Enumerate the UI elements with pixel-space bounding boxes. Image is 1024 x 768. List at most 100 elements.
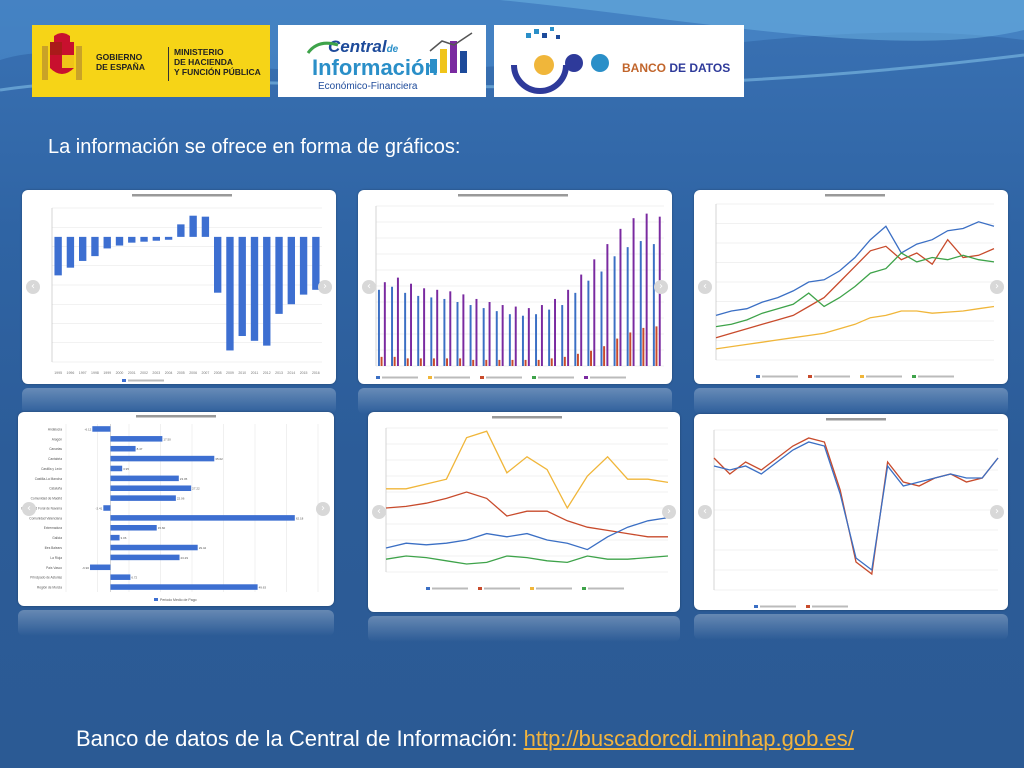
bar [391, 286, 394, 366]
bar [619, 228, 622, 366]
tick-label: 2001 [128, 371, 136, 375]
data-label: 23.29 [181, 556, 189, 560]
bar [495, 311, 498, 366]
legend-label [486, 376, 522, 379]
bar [177, 224, 185, 237]
chart-panel-4[interactable]: Andalucía -6.12 Aragón 17.50 Canarias 8.47 Can… [18, 412, 334, 606]
prev-chart-button[interactable]: ‹ [698, 505, 712, 519]
bar [616, 338, 619, 366]
bar [508, 314, 511, 366]
chart-panel-6[interactable]: ‹ › [694, 414, 1008, 610]
bar [514, 306, 517, 366]
prev-chart-button[interactable]: ‹ [22, 502, 36, 516]
data-label: 29.42 [199, 546, 207, 550]
bar [446, 358, 448, 366]
legend-swatch [122, 379, 126, 382]
series-line [713, 441, 999, 572]
bar [475, 298, 478, 366]
tick-label: 2004 [165, 371, 173, 375]
category-label: Región de Murcia [37, 586, 62, 590]
legend-swatch [808, 375, 812, 378]
category-label: Galicia [52, 536, 62, 540]
next-chart-button[interactable]: › [990, 505, 1004, 519]
chart-title [458, 194, 568, 197]
prev-chart-button[interactable]: ‹ [362, 280, 376, 294]
series-line [715, 305, 995, 350]
bar [90, 564, 111, 571]
gobierno-line2: DE ESPAÑA [96, 62, 145, 72]
chart-panel-1[interactable]: 1995 1996 1997 1998 1999 2000 2001 2002 2003 2004… [22, 190, 336, 384]
legend-swatch [584, 376, 588, 379]
legend-swatch [860, 375, 864, 378]
bar [430, 297, 433, 366]
category-label: Cataluña [49, 487, 62, 491]
tick-label: 2009 [226, 371, 234, 375]
series-line [715, 238, 995, 339]
next-chart-button[interactable]: › [662, 505, 676, 519]
bar [110, 465, 123, 472]
legend-label [434, 376, 470, 379]
chart-debt-bars [375, 194, 664, 379]
banco-datos-link[interactable]: http://buscadorcdi.minhap.gob.es/ [523, 726, 854, 751]
central-de-text: de [386, 44, 399, 55]
bar [110, 544, 198, 551]
bar [639, 241, 642, 366]
category-label: Castilla-La Mancha [35, 477, 63, 481]
next-chart-button[interactable]: › [316, 502, 330, 516]
bar [537, 359, 540, 366]
data-label: 3.06 [121, 536, 127, 540]
bar [613, 256, 616, 366]
bar [404, 292, 407, 366]
data-label: 15.60 [158, 526, 166, 530]
bar [110, 524, 157, 531]
legend-swatch [480, 376, 484, 379]
bar [600, 271, 603, 366]
tick-label: 2003 [152, 371, 160, 375]
series-line [715, 252, 995, 328]
legend-swatch [582, 587, 586, 590]
chart-panel-3[interactable]: ‹ › [694, 190, 1008, 384]
data-label: 27.22 [192, 487, 200, 491]
legend-label [484, 587, 520, 590]
chart-panel-5[interactable]: ‹ › [368, 412, 680, 612]
bar [383, 282, 386, 366]
bar [524, 359, 527, 366]
category-label: Illes Balears [45, 546, 63, 550]
data-label: 8.47 [137, 447, 143, 451]
tick-label: 2005 [177, 371, 185, 375]
data-label: 22.06 [177, 497, 185, 501]
bar [574, 292, 577, 366]
prev-chart-button[interactable]: ‹ [698, 280, 712, 294]
bar [110, 455, 215, 462]
tick-label: 2011 [251, 371, 259, 375]
prev-chart-button[interactable]: ‹ [372, 505, 386, 519]
bar [629, 332, 632, 366]
tick-label: 1995 [54, 371, 62, 375]
gobierno-ministerio-logo: GOBIERNO DE ESPAÑA MINISTERIO DE HACIEND… [32, 25, 270, 97]
data-label: -2.41 [95, 506, 102, 510]
chart-panel-2[interactable]: ‹ › [358, 190, 672, 384]
tick-label: 2014 [287, 371, 295, 375]
next-chart-button[interactable]: › [990, 280, 1004, 294]
footer-text: Banco de datos de la Central de Informac… [76, 726, 524, 751]
bar [563, 356, 566, 366]
chart-tax-income-lines [713, 418, 999, 608]
bar [54, 236, 62, 276]
category-label: Comunidad Foral de Navarra [21, 506, 62, 510]
legend-swatch [154, 598, 158, 601]
banco-text: BANCO [622, 61, 666, 75]
next-chart-button[interactable]: › [318, 280, 332, 294]
bar [396, 277, 399, 366]
tick-label: 2007 [202, 371, 210, 375]
tick-label: 1998 [91, 371, 99, 375]
prev-chart-button[interactable]: ‹ [26, 280, 40, 294]
legend-label [536, 587, 572, 590]
legend-label [866, 375, 902, 378]
panel-reflection [22, 388, 336, 414]
tick-label: 1996 [67, 371, 75, 375]
bar [110, 574, 131, 580]
bar [432, 358, 435, 366]
ministerio-line1: MINISTERIO [174, 47, 224, 57]
legend-label [918, 375, 954, 378]
next-chart-button[interactable]: › [654, 280, 668, 294]
